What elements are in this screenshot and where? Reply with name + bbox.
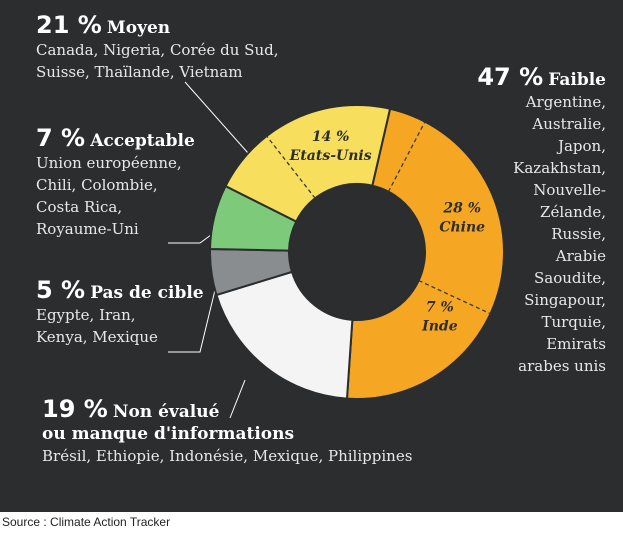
label-moyen: 21 % Moyen Canada, Nigeria, Corée du Sud… — [36, 11, 279, 83]
moyen-percent: 21 % — [36, 11, 102, 39]
country-line: Zélande, — [540, 203, 606, 221]
country-line: Turquie, — [541, 313, 606, 331]
slice-non — [215, 270, 354, 400]
sublabel-etats-unis: 14 % Etats-Unis — [289, 129, 372, 164]
country-line: arabes unis — [518, 357, 606, 375]
sublabel-chine: 28 % Chine — [439, 201, 485, 236]
country-line: Saoudite, — [534, 269, 606, 287]
acceptable-percent: 7 % — [36, 124, 86, 152]
country-line: Costa Rica, — [36, 198, 123, 216]
label-non-evalue: 19 % Non évalué ou manque d'informations… — [42, 395, 412, 467]
label-pas-de-cible: 5 % Pas de cible Egypte, Iran, Kenya, Me… — [36, 276, 204, 348]
donut-slices — [209, 104, 505, 400]
sub-slice-labels: 28 % Chine 7 % Inde 14 % Etats-Unis — [289, 129, 485, 335]
faible-percent: 47 % — [477, 63, 544, 91]
donut-chart: 28 % Chine 7 % Inde 14 % Etats-Unis — [168, 81, 505, 419]
non-evalue-category-line2: ou manque d'informations — [42, 424, 295, 444]
country-line: Canada, Nigeria, Corée du Sud, — [36, 41, 279, 59]
acceptable-category: Acceptable — [90, 131, 195, 151]
country-line: Nouvelle- — [533, 181, 606, 199]
country-line: Australie, — [532, 115, 606, 133]
sublabel-inde: 7 % Inde — [421, 299, 458, 334]
label-acceptable: 7 % Acceptable Union européenne, Chili, … — [36, 124, 195, 240]
faible-category: Faible — [548, 70, 606, 90]
non-evalue-countries: Brésil, Ethiopie, Indonésie, Mexique, Ph… — [42, 445, 412, 467]
label-faible: 47 % Faible Argentine, Australie, Japon,… — [477, 63, 606, 377]
country-line: Egypte, Iran, — [36, 306, 136, 324]
country-line: Union européenne, — [36, 154, 182, 172]
country-line: Brésil, Ethiopie, Indonésie, Mexique, Ph… — [42, 447, 413, 465]
leader-moyen — [184, 81, 249, 154]
country-line: Kenya, Mexique — [36, 328, 158, 346]
faible-countries: Argentine, Australie, Japon, Kazakhstan,… — [477, 91, 606, 377]
country-line: Arabie — [555, 247, 606, 265]
country-line: Argentine, — [525, 93, 606, 111]
slice-faible — [345, 107, 505, 400]
country-line: Emirats — [546, 335, 606, 353]
source-band — [0, 512, 623, 533]
country-line: Royaume-Uni — [36, 220, 139, 238]
pas-de-cible-category: Pas de cible — [90, 283, 204, 303]
country-line: Chili, Colombie, — [36, 176, 158, 194]
slice-moyen — [224, 104, 392, 223]
source-note: Source : Climate Action Tracker — [2, 515, 171, 529]
leader-non-evalue — [229, 379, 246, 419]
divider-chine-inde — [418, 279, 491, 315]
moyen-countries: Canada, Nigeria, Corée du Sud, Suisse, T… — [36, 39, 279, 83]
acceptable-countries: Union européenne, Chili, Colombie, Costa… — [36, 152, 195, 240]
non-evalue-category: Non évalué — [112, 402, 220, 422]
country-line: Russie, — [551, 225, 606, 243]
divider-etats-unis — [266, 135, 316, 199]
country-line: Singapour, — [524, 291, 606, 309]
country-line: Suisse, Thaïlande, Vietnam — [36, 63, 243, 81]
moyen-category: Moyen — [106, 18, 171, 38]
sub-slice-dividers — [266, 121, 491, 315]
pas-de-cible-percent: 5 % — [36, 276, 86, 304]
non-evalue-percent: 19 % — [42, 395, 108, 423]
pas-de-cible-countries: Egypte, Iran, Kenya, Mexique — [36, 304, 204, 348]
country-line: Japon, — [557, 137, 606, 155]
leader-pas-de-cible — [168, 289, 216, 353]
country-line: Kazakhstan, — [513, 159, 606, 177]
divider-faible-top — [387, 121, 426, 193]
